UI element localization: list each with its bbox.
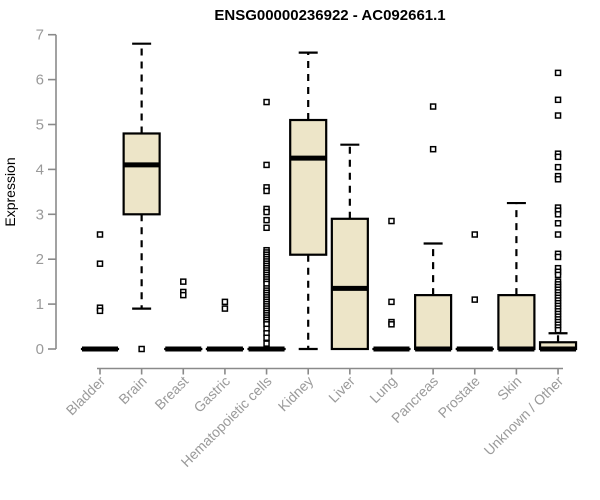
- outlier-point: [221, 298, 229, 306]
- x-tick-label: Lung: [366, 373, 399, 406]
- box-body: [289, 118, 328, 256]
- outlier-point: [554, 176, 562, 183]
- y-tick-label: 7: [36, 27, 44, 44]
- outlier-point: [388, 298, 395, 306]
- y-tick-label: 6: [36, 72, 44, 89]
- outlier-point: [388, 217, 395, 225]
- y-tick-label: 4: [36, 161, 44, 178]
- outlier-point: [554, 220, 562, 227]
- outlier-point: [263, 216, 270, 224]
- outlier-point: [263, 334, 270, 342]
- outlier-point: [96, 231, 104, 238]
- outlier-point: [471, 296, 479, 303]
- outlier-point: [180, 278, 187, 285]
- x-tick-label: Breast: [151, 373, 191, 413]
- y-axis-title: Expression: [2, 157, 18, 226]
- chart-title: ENSG00000236922 - AC092661.1: [214, 7, 445, 24]
- x-tick-label: Prostate: [435, 373, 483, 421]
- box-body: [497, 294, 536, 351]
- outlier-point: [263, 340, 270, 347]
- y-tick-label: 0: [36, 341, 44, 358]
- outlier-point: [429, 145, 437, 153]
- x-tick-label: Liver: [325, 373, 358, 406]
- outlier-point: [471, 231, 479, 238]
- outlier-point: [554, 96, 562, 104]
- outlier-point: [554, 253, 562, 261]
- outlier-point: [554, 153, 562, 161]
- outlier-point: [554, 211, 562, 218]
- outlier-point: [554, 163, 562, 171]
- box-body: [414, 294, 453, 351]
- outlier-point: [221, 305, 229, 312]
- outlier-point: [263, 224, 270, 232]
- outlier-point: [554, 271, 562, 279]
- outlier-point: [138, 345, 145, 353]
- y-tick-label: 5: [36, 117, 44, 134]
- outlier-point: [263, 161, 270, 169]
- box-body: [330, 217, 369, 351]
- outlier-point: [96, 260, 104, 267]
- y-tick-label: 3: [36, 206, 44, 223]
- x-tick-label: Skin: [494, 373, 525, 404]
- outlier-point: [96, 307, 104, 315]
- outlier-point: [263, 187, 270, 195]
- x-tick-label: Kidney: [275, 373, 317, 415]
- x-tick-label: Bladder: [63, 373, 109, 419]
- outlier-point: [554, 112, 562, 119]
- outlier-point: [263, 208, 270, 216]
- y-tick-label: 1: [36, 296, 44, 313]
- outlier-point: [388, 321, 395, 328]
- outlier-point: [180, 291, 187, 299]
- box-body: [122, 132, 161, 216]
- outlier-point: [554, 231, 562, 238]
- y-tick-label: 2: [36, 251, 44, 268]
- x-tick-label: Unknown / Other: [481, 373, 567, 459]
- plot-area: [80, 42, 578, 353]
- outlier-point: [554, 326, 562, 334]
- outlier-point: [263, 98, 270, 106]
- x-tick-label: Brain: [115, 373, 149, 407]
- outlier-point: [429, 103, 437, 110]
- outlier-point: [554, 69, 562, 77]
